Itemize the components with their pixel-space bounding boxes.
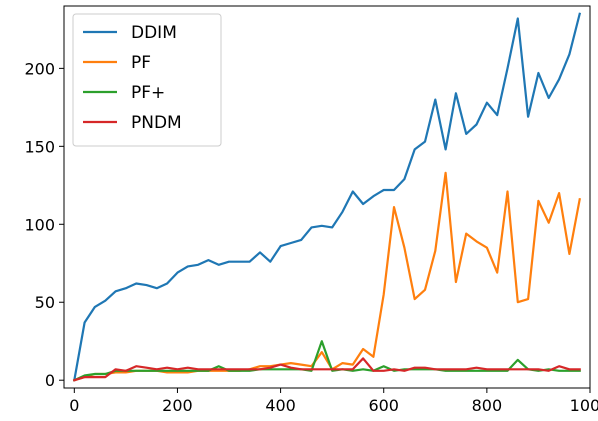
- legend-label-pndm: PNDM: [131, 113, 182, 133]
- series-line-ddim: [73, 12, 582, 382]
- axes-frame: [63, 5, 591, 389]
- series-layer: [72, 12, 582, 382]
- series-line-pf-: [72, 340, 581, 382]
- y-tick-label: 150: [24, 137, 55, 156]
- x-tick-label: 400: [265, 396, 296, 415]
- x-tick-label: 200: [162, 396, 193, 415]
- y-tick-label: 0: [45, 371, 55, 390]
- legend-label-ddim: DDIM: [131, 23, 177, 43]
- series-line-pndm: [72, 357, 581, 382]
- y-tick-label: 200: [24, 59, 55, 78]
- legend: DDIM PF PF+ PNDM: [72, 13, 222, 147]
- x-tick-label: 0: [69, 396, 79, 415]
- x-tick-label: 600: [368, 396, 399, 415]
- y-tick-label: 50: [35, 293, 55, 312]
- y-tick-label: 100: [24, 215, 55, 234]
- legend-label-pf-: PF+: [131, 83, 165, 103]
- legend-box: [72, 13, 222, 147]
- x-tick-label: 800: [472, 396, 503, 415]
- legend-label-pf: PF: [131, 53, 151, 73]
